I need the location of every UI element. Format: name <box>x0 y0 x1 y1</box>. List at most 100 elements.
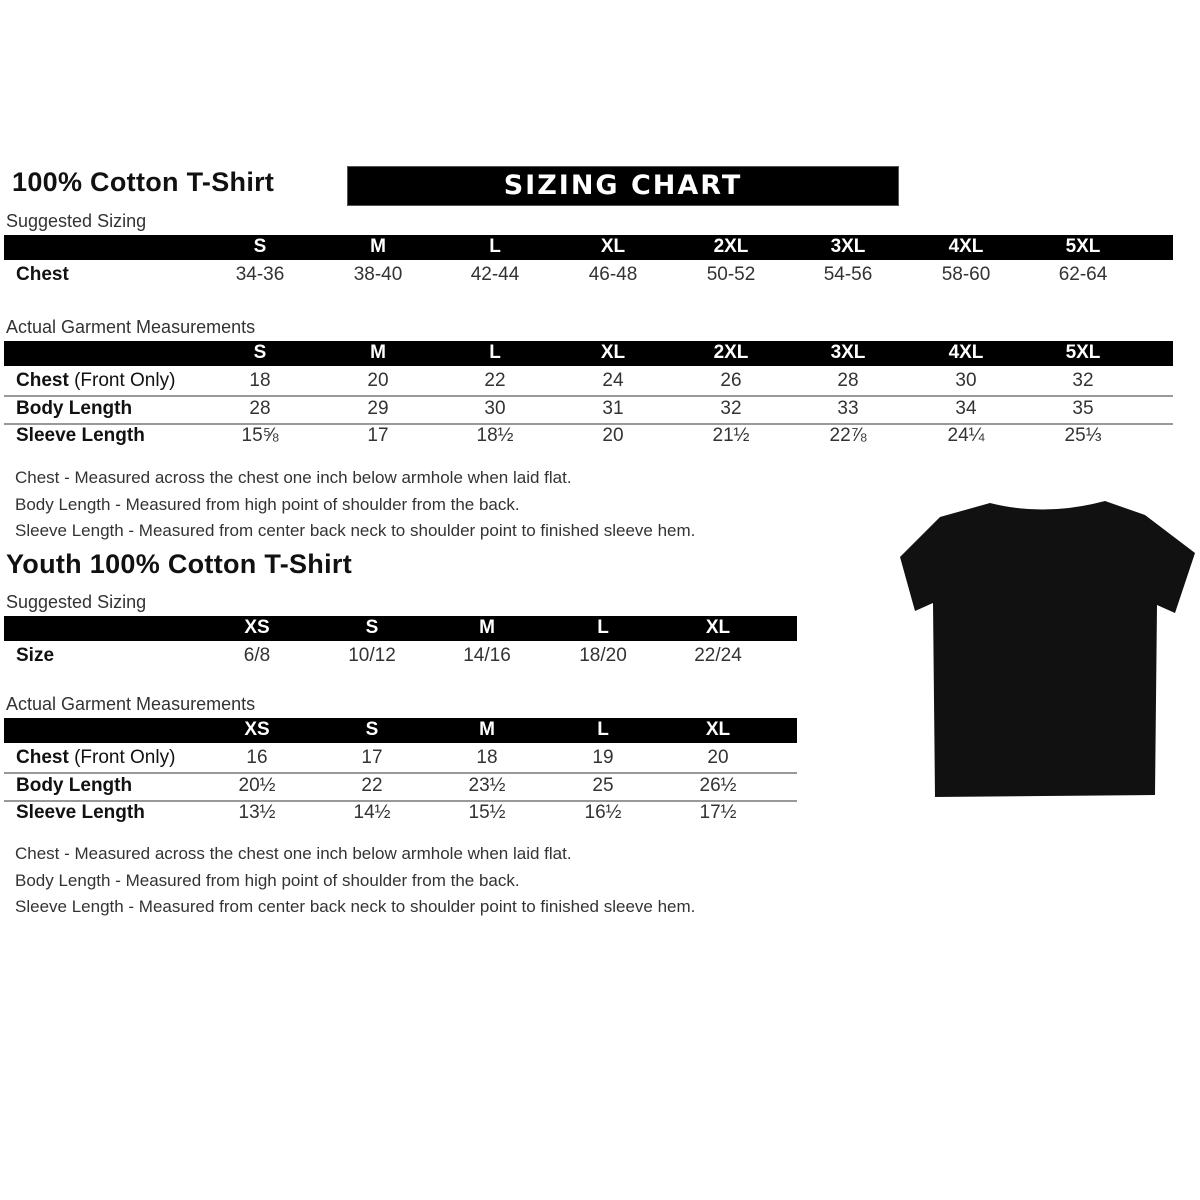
row-label-name: Sleeve Length <box>16 802 145 823</box>
note-body-length: Body Length - Measured from high point o… <box>15 494 520 514</box>
size-header: XL <box>705 617 731 638</box>
cell-value: 15⅝ <box>241 425 279 446</box>
row-label: Body Length <box>16 398 132 420</box>
adult-title: 100% Cotton T-Shirt <box>12 167 275 197</box>
row-label-name: Chest <box>16 264 69 285</box>
cell-value: 20 <box>367 370 389 391</box>
cell-value: 18 <box>476 747 498 768</box>
cell-value: 38-40 <box>353 264 403 285</box>
cell-value: 22⅞ <box>829 425 867 446</box>
cell-value: 16 <box>246 747 268 768</box>
table-row: Body Length 20½ 22 23½ 25 26½ <box>4 773 797 802</box>
note-body-length: Body Length - Measured from high point o… <box>15 870 520 890</box>
cell-value: 17 <box>367 425 389 446</box>
youth-title: Youth 100% Cotton T-Shirt <box>6 549 352 579</box>
youth-actual-label: Actual Garment Measurements <box>6 694 256 714</box>
cell-value: 25⅓ <box>1064 425 1102 446</box>
cell-value: 26½ <box>699 774 737 796</box>
row-label-name: Body Length <box>16 397 133 419</box>
cell-value: 26 <box>720 370 742 391</box>
size-header-row: XS S M L XL <box>4 718 797 743</box>
size-header: L <box>597 617 609 638</box>
cell-value: 22 <box>361 774 383 796</box>
cell-value: 58-60 <box>941 264 991 285</box>
cell-value: 62-64 <box>1058 264 1108 285</box>
cell-value: 16½ <box>584 802 622 823</box>
cell-value: 18 <box>249 370 271 391</box>
adult-notes: Chest - Measured across the chest one in… <box>15 465 695 545</box>
cell-value: 24 <box>602 370 624 391</box>
size-header: 3XL <box>830 342 866 363</box>
cell-value: 19 <box>592 747 614 768</box>
size-header-row: XS S M L XL <box>4 616 797 641</box>
size-header: S <box>365 617 379 638</box>
row-label-name: Chest <box>16 370 69 391</box>
size-header-row: S M L XL 2XL 3XL 4XL 5XL <box>4 235 1173 260</box>
cell-value: 22/24 <box>694 645 742 666</box>
size-header: XS <box>244 719 270 740</box>
size-header: 2XL <box>713 342 749 363</box>
cell-value: 32 <box>720 397 742 419</box>
black-tshirt-icon <box>900 501 1195 797</box>
cell-value: 20½ <box>238 774 276 796</box>
cell-value: 31 <box>602 397 624 419</box>
cell-value: 32 <box>1072 370 1094 391</box>
row-label: Body Length <box>16 775 132 797</box>
cell-value: 10/12 <box>348 645 396 666</box>
size-header: XL <box>600 342 626 363</box>
size-header: M <box>370 236 386 257</box>
row-label-name: Sleeve Length <box>16 425 145 446</box>
cell-value: 33 <box>837 397 859 419</box>
cell-value: 17½ <box>699 802 737 823</box>
sizing-chart-banner: SIZING CHART <box>347 166 899 206</box>
cell-value: 17 <box>361 747 383 768</box>
cell-value: 20 <box>602 425 624 446</box>
note-sleeve-length: Sleeve Length - Measured from center bac… <box>15 897 696 916</box>
cell-value: 18/20 <box>579 645 627 666</box>
size-header: 3XL <box>830 236 866 257</box>
adult-suggested-label: Suggested Sizing <box>6 211 147 231</box>
size-header: XL <box>705 719 731 740</box>
table-row: Body Length 28 29 30 31 32 33 34 35 <box>4 396 1173 425</box>
cell-value: 28 <box>249 397 271 419</box>
size-header: L <box>597 719 609 740</box>
cell-value: 21½ <box>712 425 750 446</box>
table-row: Sleeve Length 15⅝ 17 18½ 20 21½ 22⅞ 24¼ 25⅓ <box>4 423 1173 450</box>
size-header: XS <box>244 617 270 638</box>
cell-value: 29 <box>367 397 389 419</box>
size-header: S <box>253 236 267 257</box>
size-header: S <box>253 342 267 363</box>
cell-value: 20 <box>707 747 729 768</box>
cell-value: 14½ <box>353 802 391 823</box>
cell-value: 34-36 <box>235 264 285 285</box>
cell-value: 22 <box>484 370 506 391</box>
cell-value: 30 <box>484 397 506 419</box>
size-header: XL <box>600 236 626 257</box>
cell-value: 25 <box>592 774 614 796</box>
size-header: L <box>489 236 501 257</box>
table-row: Chest (Front Only) 16 17 18 19 20 <box>4 745 797 774</box>
youth-notes: Chest - Measured across the chest one in… <box>15 841 695 921</box>
size-header: 4XL <box>948 236 984 257</box>
size-header: 4XL <box>948 342 984 363</box>
row-label: Sleeve Length <box>16 425 145 447</box>
cell-value: 46-48 <box>588 264 638 285</box>
size-header: M <box>479 617 495 638</box>
cell-value: 54-56 <box>823 264 873 285</box>
row-label-extra: (Front Only) <box>68 370 176 391</box>
note-chest: Chest - Measured across the chest one in… <box>15 844 572 863</box>
table-row: Size 6/8 10/12 14/16 18/20 22/24 <box>4 643 797 670</box>
cell-value: 35 <box>1072 397 1094 419</box>
row-label-name: Body Length <box>16 774 133 796</box>
cell-value: 24¼ <box>947 425 985 446</box>
note-sleeve-length: Sleeve Length - Measured from center bac… <box>15 521 696 540</box>
cell-value: 18½ <box>476 425 514 446</box>
table-row: Sleeve Length 13½ 14½ 15½ 16½ 17½ <box>4 800 797 827</box>
row-label: Chest <box>16 264 69 286</box>
cell-value: 50-52 <box>706 264 756 285</box>
row-label: Chest (Front Only) <box>16 370 175 392</box>
size-header-row: S M L XL 2XL 3XL 4XL 5XL <box>4 341 1173 366</box>
row-label: Sleeve Length <box>16 802 145 824</box>
cell-value: 15½ <box>468 802 506 823</box>
